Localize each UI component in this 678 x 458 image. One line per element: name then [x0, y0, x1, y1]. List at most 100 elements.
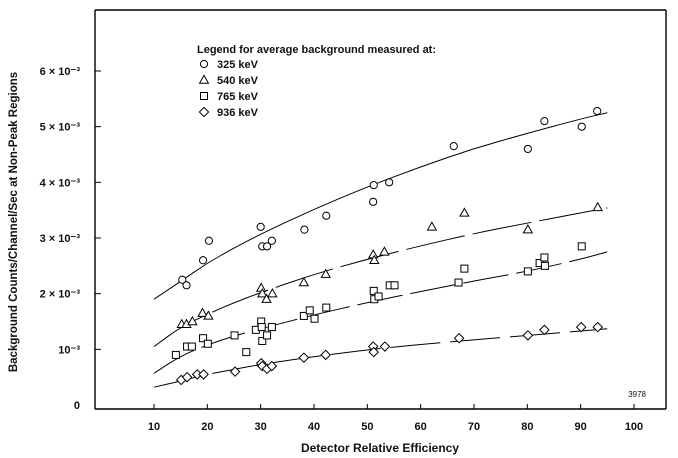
y-tick-label: 2 × 10⁻³	[40, 289, 81, 301]
data-point-triangle	[522, 224, 534, 234]
x-tick-label: 60	[415, 421, 427, 433]
data-point-square	[263, 331, 272, 340]
x-tick-label: 90	[575, 421, 587, 433]
data-point-diamond	[198, 369, 209, 380]
y-axis-label: Background Counts/Channel/Sec at Non-Pea…	[8, 72, 20, 372]
data-point-diamond	[368, 346, 380, 358]
data-point-circle	[267, 236, 276, 245]
legend-marker-square	[200, 92, 208, 100]
y-tick-label: 6 × 10⁻³	[40, 66, 81, 78]
data-point-square	[171, 350, 180, 359]
data-point-triangle	[257, 288, 268, 298]
data-point-diamond	[266, 360, 278, 372]
data-point-triangle	[203, 310, 214, 320]
data-point-square	[310, 314, 319, 323]
x-tick-label: 40	[308, 421, 320, 433]
data-point-circle	[593, 106, 602, 116]
data-point-circle	[369, 181, 378, 190]
data-point-diamond	[181, 371, 193, 383]
x-tick-label: 80	[521, 421, 533, 433]
data-point-square	[257, 323, 266, 332]
data-point-triangle	[379, 246, 390, 256]
data-point-square	[523, 267, 532, 276]
data-point-circle	[523, 144, 532, 154]
data-point-diamond	[453, 332, 465, 344]
data-point-circle	[322, 211, 331, 220]
data-point-triangle	[426, 221, 438, 231]
data-point-triangle	[320, 268, 331, 278]
legend-marker-circle	[199, 59, 209, 69]
data-point-square	[199, 334, 208, 343]
data-point-diamond	[229, 366, 241, 377]
legend-label: 765 keV	[217, 91, 259, 103]
y-tick-label: 4 × 10⁻³	[40, 177, 81, 189]
legend-title: Legend for average background measured a…	[197, 44, 436, 56]
legend-marker-triangle	[198, 74, 210, 84]
data-point-diamond	[298, 352, 310, 363]
data-point-circle	[262, 242, 272, 251]
data-point-triangle	[459, 207, 470, 217]
x-tick-label: 100	[625, 421, 643, 433]
x-axis-label: Detector Relative Efficiency	[301, 441, 459, 455]
y-tick-label: 5 × 10⁻³	[40, 122, 81, 134]
y-tick-label: 10⁻³	[58, 344, 80, 356]
data-point-square	[460, 264, 469, 273]
data-point-square	[242, 348, 251, 357]
data-point-triangle	[369, 254, 380, 264]
data-point-square	[203, 339, 212, 348]
data-point-circle	[540, 117, 549, 126]
data-point-square	[305, 306, 314, 315]
x-tick-label: 30	[255, 421, 267, 433]
data-point-circle	[300, 225, 309, 234]
data-point-diamond	[379, 341, 391, 352]
data-point-square	[454, 278, 463, 287]
data-point-triangle	[197, 307, 208, 317]
data-point-triangle	[267, 288, 278, 298]
data-point-circle	[449, 142, 458, 151]
x-tick-label: 50	[361, 421, 373, 433]
data-point-square	[299, 311, 308, 320]
data-point-square	[322, 303, 331, 312]
data-point-circle	[182, 281, 191, 290]
data-point-square	[267, 323, 276, 332]
data-point-diamond	[539, 324, 550, 336]
figure-number: 3978	[628, 390, 646, 399]
data-point-square	[369, 286, 378, 295]
data-point-square	[258, 336, 267, 345]
legend-label: 325 keV	[217, 59, 259, 71]
legend-label: 540 keV	[217, 75, 259, 87]
y-tick-label: 3 × 10⁻³	[40, 233, 81, 245]
data-point-square	[230, 331, 239, 340]
legend-marker-diamond	[198, 106, 210, 118]
y-tick-label: 0	[74, 400, 80, 412]
data-point-square	[187, 342, 196, 351]
data-point-circle	[369, 197, 378, 206]
x-tick-label: 10	[148, 421, 160, 433]
data-point-square	[390, 281, 399, 290]
data-point-circle	[204, 236, 214, 245]
data-point-square	[540, 253, 549, 262]
data-point-diamond	[575, 321, 587, 333]
data-point-circle	[178, 275, 187, 284]
data-point-triangle	[592, 201, 603, 212]
data-point-diamond	[522, 330, 534, 341]
data-point-triangle	[187, 315, 198, 326]
fit-curve-diamond	[153, 328, 608, 388]
fit-curve-square	[153, 251, 608, 374]
data-point-triangle	[261, 293, 272, 303]
data-point-diamond	[320, 349, 332, 361]
data-point-circle	[577, 122, 586, 131]
legend-label: 936 keV	[217, 107, 259, 119]
data-point-circle	[198, 256, 208, 265]
data-point-circle	[385, 178, 394, 187]
data-point-circle	[256, 222, 265, 231]
data-point-triangle	[298, 276, 310, 287]
data-point-square	[374, 292, 383, 301]
fit-curve-circle	[153, 112, 608, 300]
data-point-square	[577, 242, 586, 251]
data-point-diamond	[592, 321, 604, 333]
x-tick-label: 20	[201, 421, 213, 433]
